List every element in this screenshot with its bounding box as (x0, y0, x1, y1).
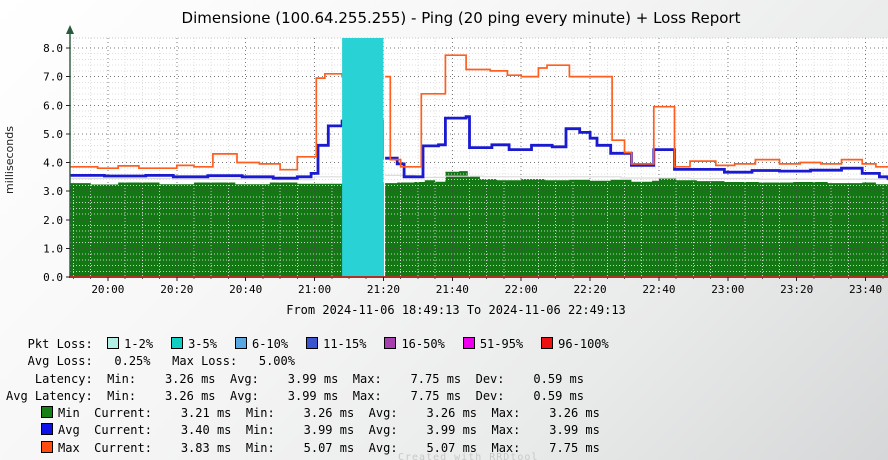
y-tick-label: 6.0 (43, 99, 63, 112)
pkt-loss-item: 6-10% (234, 337, 289, 351)
pkt-loss-item: 16-50% (384, 337, 445, 351)
avg-line-series (70, 115, 888, 180)
x-tick-label: 21:00 (298, 283, 331, 296)
y-tick-label: 4.0 (43, 157, 63, 170)
max-line-series (70, 54, 888, 171)
loss-range-label: 16-50% (401, 337, 445, 351)
loss-color-swatch (234, 337, 247, 349)
median-line-series (70, 174, 888, 181)
loss-color-swatch (171, 337, 184, 349)
loss-color-swatch (306, 337, 319, 349)
pkt-loss-legend-row: Pkt Loss: 1-2% 3-5% 6-10% 11-15% 16-50% 51-95… (6, 336, 886, 353)
stat-row: Avg Current: 3.40 ms Min: 3.99 ms Avg: 3… (6, 422, 886, 439)
time-range-label: From 2024-11-06 18:49:13 To 2024-11-06 2… (286, 303, 626, 317)
x-tick-label: 20:00 (91, 283, 124, 296)
y-tick-label: 0.0 (43, 271, 63, 284)
chart-title: Dimensione (100.64.255.255) - Ping (20 p… (181, 9, 741, 27)
pkt-loss-label: Pkt Loss: (6, 337, 108, 351)
loss-band (342, 38, 384, 277)
loss-color-swatch (541, 337, 554, 349)
stat-row-text: Avg Current: 3.40 ms Min: 3.99 ms Avg: 3… (58, 423, 600, 438)
loss-range-label: 51-95% (479, 337, 524, 351)
loss-range-label: 6-10% (251, 337, 289, 351)
y-tick-label: 3.0 (43, 185, 63, 198)
x-tick-label: 23:40 (849, 283, 882, 296)
loss-color-swatch (107, 337, 120, 349)
pkt-loss-item: 96-100% (541, 337, 609, 351)
watermark: Created with RRDtool (398, 452, 539, 460)
stat-row-text: Avg Loss: 0.25% Max Loss: 5.00% (6, 354, 295, 369)
stat-row: Avg Loss: 0.25% Max Loss: 5.00% (6, 353, 886, 370)
x-tick-label: 23:20 (780, 283, 813, 296)
y-tick-label: 2.0 (43, 214, 63, 227)
loss-range-label: 11-15% (323, 337, 367, 351)
x-tick-label: 22:00 (505, 283, 538, 296)
loss-range-label: 3-5% (188, 337, 217, 351)
stat-row-text: Max Current: 3.83 ms Min: 5.07 ms Avg: 5… (58, 440, 600, 455)
latency-chart: 0.0 1.0 2.0 3.0 4.0 5.0 6.0 7.0 8.0 20:00 20:20 20:… (43, 25, 888, 296)
x-tick-label: 20:20 (160, 283, 193, 296)
stat-row-text: Min Current: 3.21 ms Min: 3.26 ms Avg: 3… (58, 406, 600, 421)
stat-row: Avg Latency: Min: 3.26 ms Avg: 3.99 ms M… (6, 388, 886, 405)
x-tick-label: 22:40 (642, 283, 675, 296)
stat-row-text: Latency: Min: 3.26 ms Avg: 3.99 ms Max: … (6, 371, 584, 386)
x-tick-label: 23:00 (711, 283, 744, 296)
y-tick-label: 1.0 (43, 242, 63, 255)
y-tick-label: 5.0 (43, 128, 63, 141)
stat-row: Min Current: 3.21 ms Min: 3.26 ms Avg: 3… (6, 405, 886, 422)
loss-range-label: 96-100% (558, 337, 609, 351)
min-area-series (70, 171, 888, 277)
legend-block: Pkt Loss: 1-2% 3-5% 6-10% 11-15% 16-50% 51-95… (6, 336, 886, 457)
x-tick-label: 22:20 (574, 283, 607, 296)
y-axis-arrow-icon (66, 25, 74, 34)
loss-color-swatch (462, 337, 475, 349)
loss-range-label: 1-2% (124, 337, 154, 351)
stat-row: Max Current: 3.83 ms Min: 5.07 ms Avg: 5… (6, 440, 886, 457)
series-color-swatch (41, 423, 53, 436)
series-color-swatch (41, 406, 53, 419)
y-tick-label: 8.0 (43, 42, 63, 55)
x-tick-label: 21:40 (436, 283, 469, 296)
x-tick-label: 20:40 (229, 283, 262, 296)
stat-row-text: Avg Latency: Min: 3.26 ms Avg: 3.99 ms M… (6, 388, 584, 403)
x-tick-label: 21:20 (367, 283, 400, 296)
y-tick-label: 7.0 (43, 71, 63, 84)
pkt-loss-item: 51-95% (462, 337, 524, 351)
stats-rows: Avg Loss: 0.25% Max Loss: 5.00% Latency:… (6, 353, 886, 457)
series-color-swatch (41, 440, 53, 453)
loss-color-swatch (384, 337, 397, 349)
pkt-loss-item: 3-5% (171, 337, 217, 351)
stat-row: Latency: Min: 3.26 ms Avg: 3.99 ms Max: … (6, 371, 886, 388)
pkt-loss-item: 11-15% (306, 337, 366, 351)
pkt-loss-item: 1-2% (107, 337, 153, 351)
